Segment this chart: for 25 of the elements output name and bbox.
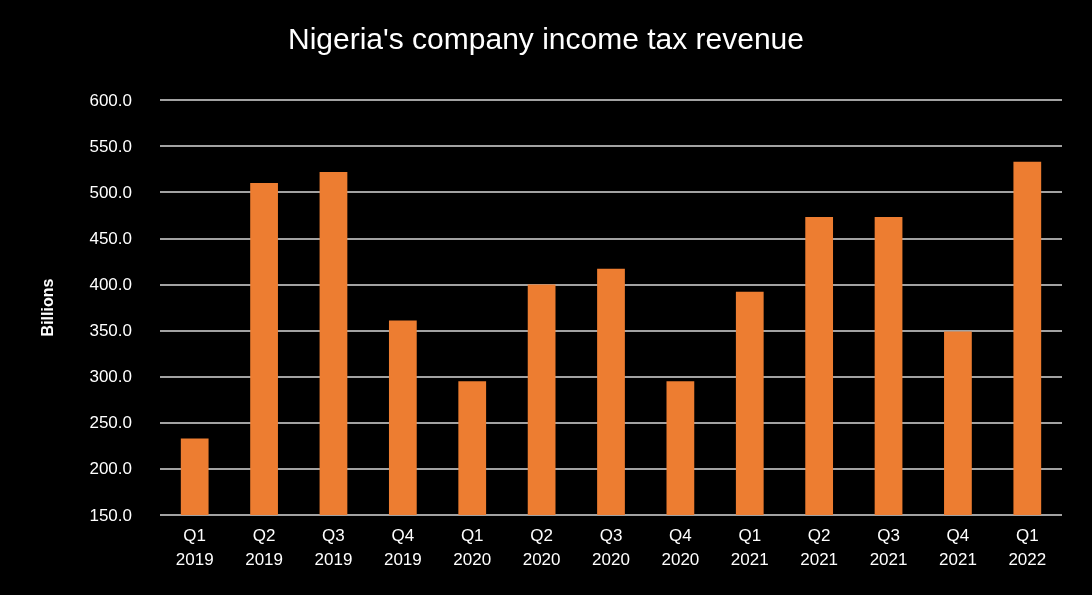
chart-title: Nigeria's company income tax revenue bbox=[288, 21, 804, 55]
x-tick-label: Q2 2019 bbox=[245, 525, 283, 569]
x-tick-label: Q3 2019 bbox=[314, 525, 353, 569]
x-tick-label: Q3 2021 bbox=[869, 525, 908, 569]
x-tick-label: Q4 2019 bbox=[383, 525, 422, 569]
x-tick-label: Q1 2020 bbox=[453, 525, 492, 569]
x-tick-label: Q1 2022 bbox=[1008, 525, 1047, 569]
x-tick-label: Q1 2021 bbox=[730, 525, 769, 569]
y-tick-label: 500.0 bbox=[89, 182, 132, 202]
y-tick-label: 450.0 bbox=[89, 228, 132, 248]
y-tick-label: 400.0 bbox=[89, 274, 132, 294]
y-tick-label: 600.0 bbox=[89, 90, 132, 110]
y-tick-label: 150.0 bbox=[89, 505, 132, 525]
x-tick-label: Q3 2020 bbox=[592, 525, 630, 569]
x-tick-label: Q4 2020 bbox=[661, 525, 700, 569]
y-tick-label: 250.0 bbox=[89, 413, 132, 433]
y-axis-title: Billions bbox=[38, 278, 56, 337]
x-tick-label: Q2 2021 bbox=[800, 525, 839, 569]
y-tick-label: 350.0 bbox=[89, 321, 132, 341]
x-tick-label: Q4 2021 bbox=[939, 525, 977, 569]
x-tick-label: Q2 2020 bbox=[522, 525, 561, 569]
y-tick-label: 300.0 bbox=[89, 367, 132, 387]
y-tick-label: 550.0 bbox=[89, 136, 132, 156]
x-tick-label: Q1 2019 bbox=[175, 525, 214, 569]
y-tick-label: 200.0 bbox=[89, 459, 132, 479]
